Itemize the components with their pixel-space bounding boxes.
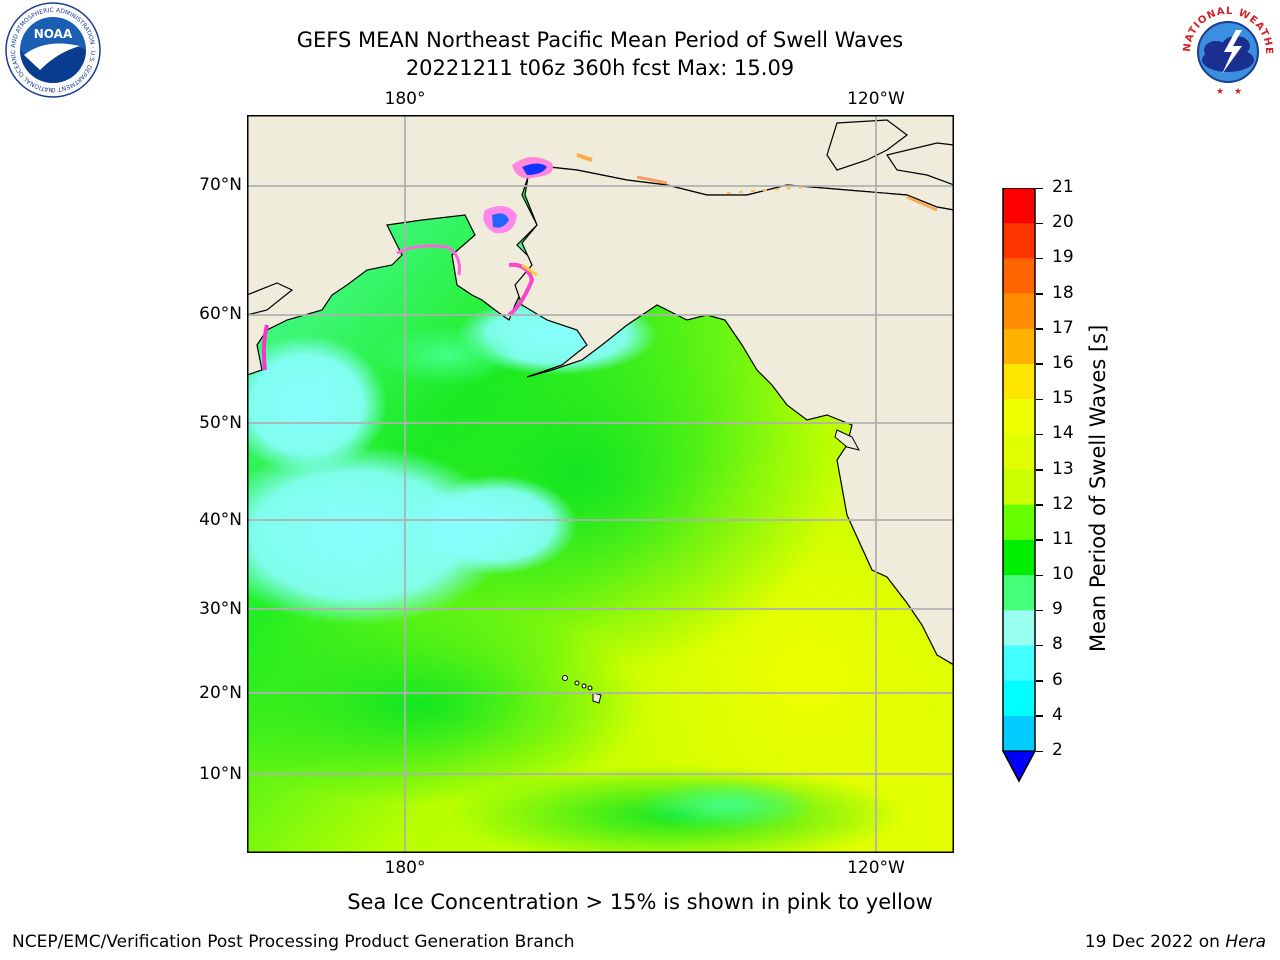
sea-ice-caption: Sea Ice Concentration > 15% is shown in … [347, 890, 933, 914]
colorbar-band [1003, 328, 1035, 365]
colorbar-tick-mark [1036, 750, 1043, 752]
colorbar-tick-mark [1036, 715, 1043, 717]
colorbar-tick-label: 18 [1052, 282, 1074, 303]
colorbar-tick-label: 17 [1052, 317, 1074, 338]
hawaii-islands [562, 675, 602, 704]
colorbar-band [1003, 293, 1035, 330]
colorbar-band [1003, 434, 1035, 470]
lat-label-50: 50°N [199, 413, 242, 433]
colorbar-tick-label: 12 [1052, 493, 1074, 514]
lat-label-10: 10°N [199, 764, 242, 784]
lat-label-30: 30°N [199, 599, 242, 619]
colorbar-band [1003, 715, 1035, 752]
colorbar-tick-label: 16 [1052, 352, 1074, 373]
colorbar-band [1003, 399, 1035, 435]
colorbar-band [1003, 680, 1035, 717]
colorbar-tick-mark [1036, 680, 1043, 682]
colorbar-band [1003, 363, 1035, 400]
map-frame [247, 115, 954, 853]
colorbar-tick-mark [1036, 504, 1043, 506]
footer-left: NCEP/EMC/Verification Post Processing Pr… [12, 932, 575, 952]
map-panel [187, 114, 1067, 905]
colorbar-tick-mark [1036, 363, 1043, 365]
colorbar-band [1003, 645, 1035, 682]
colorbar-tick-label: 10 [1052, 564, 1074, 585]
colorbar-extend-arrow [1002, 750, 1036, 783]
chart-subtitle: 20221211 t06z 360h fcst Max: 15.09 [405, 56, 795, 80]
colorbar-tick-label: 13 [1052, 458, 1074, 479]
colorbar-band [1003, 258, 1035, 295]
colorbar-tick-mark [1036, 398, 1043, 401]
colorbar-label: Mean Period of Swell Waves [s] [1086, 324, 1110, 652]
colorbar-band [1003, 539, 1035, 576]
footer-host: Hera [1225, 932, 1266, 952]
lon-label-bottom-120w: 120°W [847, 858, 905, 878]
colorbar-tick-mark [1036, 609, 1043, 612]
colorbar-tick-label: 9 [1052, 599, 1063, 620]
colorbar-svg [1002, 187, 1036, 783]
colorbar-band [1003, 223, 1035, 259]
lat-label-20: 20°N [199, 683, 242, 703]
footer-date: 19 Dec 2022 on [1084, 932, 1226, 952]
svg-text:★: ★ [1216, 87, 1224, 97]
lat-label-40: 40°N [199, 510, 242, 530]
colorbar-tick-label: 19 [1052, 247, 1074, 268]
colorbar [1002, 187, 1036, 783]
colorbar-tick-mark [1036, 574, 1043, 577]
colorbar-tick-label: 15 [1052, 388, 1074, 409]
colorbar-band [1003, 504, 1035, 541]
lon-label-bottom-180: 180° [384, 858, 426, 878]
colorbar-tick-mark [1036, 187, 1043, 189]
colorbar-tick-mark [1036, 539, 1043, 541]
lat-label-60: 60°N [199, 304, 242, 324]
noaa-logo: NATIONAL OCEANIC AND ATMOSPHERIC ADMINIS… [0, 0, 105, 100]
colorbar-tick-label: 8 [1052, 634, 1063, 655]
colorbar-tick-mark [1036, 644, 1043, 647]
colorbar-band [1003, 469, 1035, 506]
colorbar-tick-label: 2 [1052, 740, 1063, 760]
colorbar-band [1003, 575, 1035, 611]
lon-label-top-120w: 120°W [847, 89, 905, 109]
colorbar-band [1003, 610, 1035, 646]
colorbar-tick-mark [1036, 433, 1043, 436]
nws-logo: NATIONAL WEATHER SERVICE ★ ★ [1172, 0, 1280, 100]
lon-label-top-180: 180° [384, 89, 426, 109]
colorbar-tick-label: 14 [1052, 423, 1074, 444]
colorbar-tick-mark [1036, 469, 1043, 471]
colorbar-tick-mark [1036, 222, 1043, 225]
footer-right: 19 Dec 2022 on Hera [1085, 932, 1266, 952]
colorbar-tick-label: 20 [1052, 212, 1074, 233]
colorbar-tick-label: 4 [1052, 704, 1063, 725]
colorbar-tick-mark [1036, 293, 1043, 295]
svg-text:NOAA: NOAA [34, 27, 73, 41]
colorbar-tick-mark [1036, 328, 1043, 330]
colorbar-tick-label: 11 [1052, 528, 1074, 549]
graticule [247, 115, 954, 853]
lat-label-70: 70°N [199, 175, 242, 195]
colorbar-tick-label: 6 [1052, 669, 1063, 690]
colorbar-tick-label: 21 [1052, 177, 1074, 197]
colorbar-tick-mark [1036, 257, 1043, 260]
colorbar-outline [1002, 187, 1036, 783]
svg-text:★: ★ [1234, 87, 1242, 97]
chart-title: GEFS MEAN Northeast Pacific Mean Period … [296, 28, 904, 52]
colorbar-band [1003, 188, 1035, 224]
map-svg [187, 114, 1067, 905]
